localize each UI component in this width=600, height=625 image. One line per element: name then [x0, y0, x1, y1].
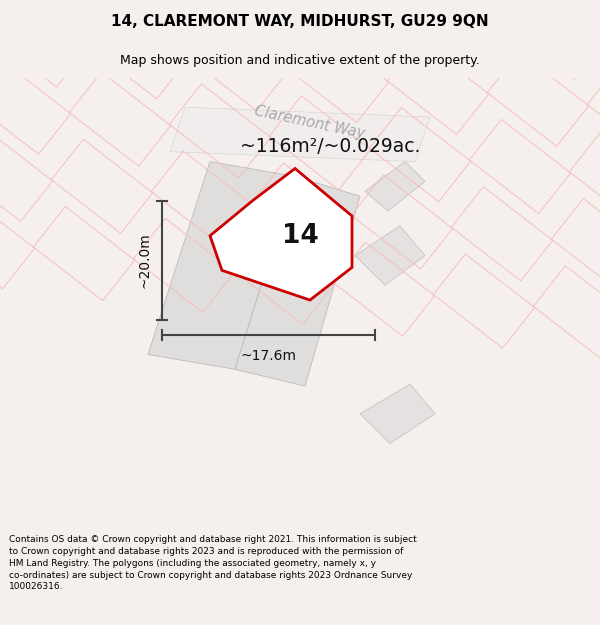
- Polygon shape: [210, 169, 352, 300]
- Polygon shape: [365, 162, 425, 211]
- Text: ~17.6m: ~17.6m: [241, 349, 296, 363]
- Polygon shape: [148, 162, 295, 369]
- Polygon shape: [360, 384, 435, 444]
- Text: ~20.0m: ~20.0m: [137, 232, 151, 288]
- Text: Claremont Way: Claremont Way: [253, 103, 367, 141]
- Text: 14: 14: [281, 222, 319, 249]
- Text: ~116m²/~0.029ac.: ~116m²/~0.029ac.: [240, 138, 421, 156]
- Polygon shape: [170, 107, 430, 162]
- Polygon shape: [355, 226, 425, 285]
- Text: Contains OS data © Crown copyright and database right 2021. This information is : Contains OS data © Crown copyright and d…: [9, 535, 417, 591]
- Text: 14, CLAREMONT WAY, MIDHURST, GU29 9QN: 14, CLAREMONT WAY, MIDHURST, GU29 9QN: [111, 14, 489, 29]
- Text: Map shows position and indicative extent of the property.: Map shows position and indicative extent…: [120, 54, 480, 67]
- Polygon shape: [235, 176, 360, 386]
